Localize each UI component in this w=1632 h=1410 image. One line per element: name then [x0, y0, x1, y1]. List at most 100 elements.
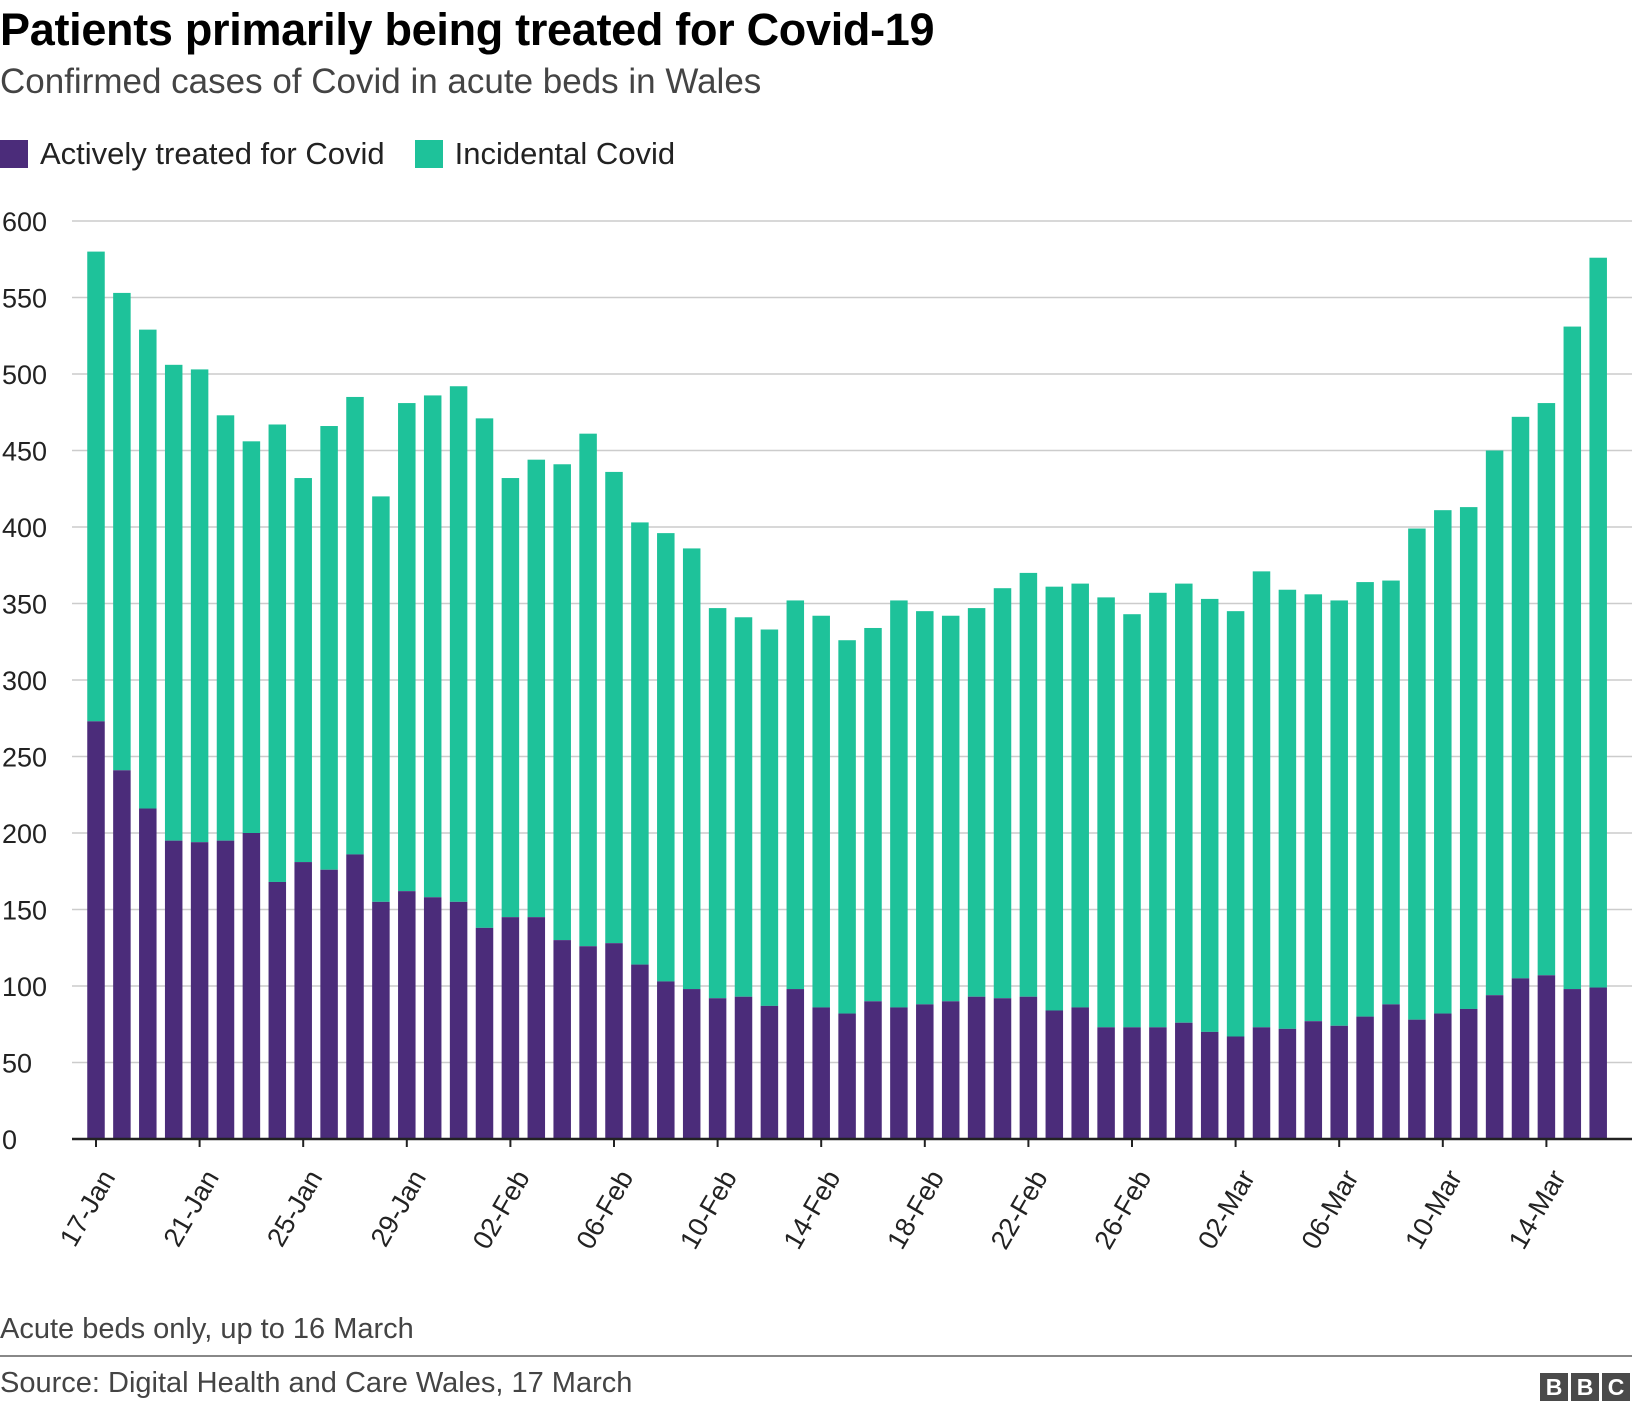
bar-actively-treated — [553, 940, 571, 1139]
bar-group — [320, 426, 338, 1139]
y-axis-ticks: 0 50 100 150 200 250 300 350 400 450 500 550 600 — [2, 207, 47, 1155]
bar-group — [1175, 583, 1193, 1139]
bar-incidental — [605, 471, 623, 944]
y-tick-label: 550 — [2, 284, 47, 314]
bar-incidental — [268, 424, 287, 882]
legend-item-incidental: Incidental Covid — [414, 136, 675, 172]
x-tick-label: 06-Mar — [1296, 1165, 1365, 1254]
chart-note: Acute beds only, up to 16 March — [0, 1313, 414, 1345]
bar-actively-treated — [1408, 1019, 1426, 1139]
bar-actively-treated — [657, 981, 675, 1139]
bar-incidental — [916, 611, 934, 1005]
x-tick-label: 17-Jan — [54, 1165, 121, 1252]
bar-actively-treated — [1175, 1022, 1193, 1139]
bar-actively-treated — [1278, 1028, 1297, 1139]
bar-group — [993, 588, 1012, 1139]
bar-group — [1537, 403, 1556, 1139]
bar-incidental — [372, 496, 390, 902]
y-tick-label: 450 — [2, 437, 47, 467]
bar-actively-treated — [398, 891, 416, 1139]
bar-incidental — [190, 369, 209, 843]
bar-incidental — [708, 608, 727, 999]
bar-incidental — [1019, 572, 1038, 997]
bar-actively-treated — [1226, 1036, 1245, 1139]
bar-actively-treated — [164, 840, 183, 1139]
bar-actively-treated — [838, 1013, 856, 1139]
bar-group — [838, 640, 856, 1139]
bar-group — [916, 611, 934, 1139]
bar-actively-treated — [268, 881, 287, 1139]
bar-incidental — [501, 478, 520, 918]
bar-incidental — [1434, 510, 1452, 1014]
bar-group — [87, 251, 105, 1139]
bar-group — [864, 627, 882, 1139]
bar-actively-treated — [631, 964, 649, 1139]
bar-actively-treated — [579, 946, 597, 1139]
bar-incidental — [1149, 592, 1167, 1028]
bar-incidental — [1097, 597, 1115, 1028]
bar-actively-treated — [605, 943, 623, 1139]
bar-incidental — [1589, 257, 1607, 988]
y-tick-label: 200 — [2, 819, 47, 849]
bar-incidental — [1382, 580, 1400, 1005]
bar-actively-treated — [294, 862, 312, 1139]
bar-group — [1278, 589, 1297, 1139]
bbc-logo: B B C — [1537, 1373, 1630, 1401]
bar-group — [941, 615, 960, 1139]
x-tick-label: 10-Feb — [674, 1165, 743, 1254]
legend-label-actively-treated: Actively treated for Covid — [40, 136, 385, 171]
bar-group — [113, 292, 131, 1139]
bar-group — [1097, 597, 1115, 1139]
bar-actively-treated — [1563, 989, 1582, 1139]
bar-group — [1589, 257, 1607, 1139]
bar-incidental — [1071, 583, 1089, 1008]
bar-group — [1459, 507, 1478, 1139]
bar-incidental — [553, 464, 571, 941]
bar-incidental — [1459, 507, 1478, 1009]
bar-group — [1071, 583, 1089, 1139]
bar-incidental — [786, 600, 805, 990]
legend-swatch-actively-treated — [0, 140, 28, 168]
bar-incidental — [113, 292, 131, 771]
bar-actively-treated — [242, 833, 261, 1139]
bar-actively-treated — [501, 917, 520, 1139]
x-axis-ticks: 17-Jan 21-Jan 25-Jan 29-Jan 02-Feb 06-Feb 10-F… — [54, 1139, 1572, 1254]
bar-actively-treated — [1304, 1021, 1323, 1139]
logo-letter: C — [1602, 1373, 1630, 1401]
y-tick-label: 100 — [2, 972, 47, 1002]
bar-incidental — [449, 386, 468, 902]
bar-group — [1511, 416, 1530, 1139]
bar-actively-treated — [372, 901, 390, 1139]
bar-incidental — [1200, 598, 1219, 1032]
bar-actively-treated — [1382, 1004, 1400, 1139]
bar-incidental — [631, 522, 649, 965]
bar-actively-treated — [216, 840, 235, 1139]
bar-incidental — [294, 478, 312, 863]
bar-incidental — [734, 617, 753, 997]
bar-incidental — [320, 426, 338, 870]
bar-actively-treated — [916, 1004, 934, 1139]
bar-group — [268, 424, 287, 1139]
bar-actively-treated — [1356, 1016, 1374, 1139]
bar-group — [216, 415, 235, 1139]
bar-group — [139, 329, 157, 1139]
bar-incidental — [760, 629, 779, 1006]
bar-incidental — [1511, 416, 1530, 979]
bar-incidental — [1252, 571, 1271, 1028]
bar-group — [1330, 600, 1348, 1139]
bar-actively-treated — [734, 996, 753, 1139]
bar-actively-treated — [1485, 995, 1504, 1139]
bar-group — [682, 548, 701, 1139]
bar-group — [449, 386, 468, 1139]
bar-group — [423, 395, 442, 1139]
x-tick-label: 21-Jan — [158, 1165, 225, 1252]
bar-incidental — [398, 403, 416, 892]
bar-actively-treated — [682, 989, 701, 1139]
bar-actively-treated — [1200, 1031, 1219, 1139]
y-tick-label: 400 — [2, 513, 47, 543]
y-tick-label: 300 — [2, 666, 47, 696]
bar-incidental — [139, 329, 157, 809]
bar-actively-treated — [1252, 1027, 1271, 1139]
chart-subtitle: Confirmed cases of Covid in acute beds i… — [0, 62, 762, 101]
bar-actively-treated — [993, 998, 1012, 1139]
